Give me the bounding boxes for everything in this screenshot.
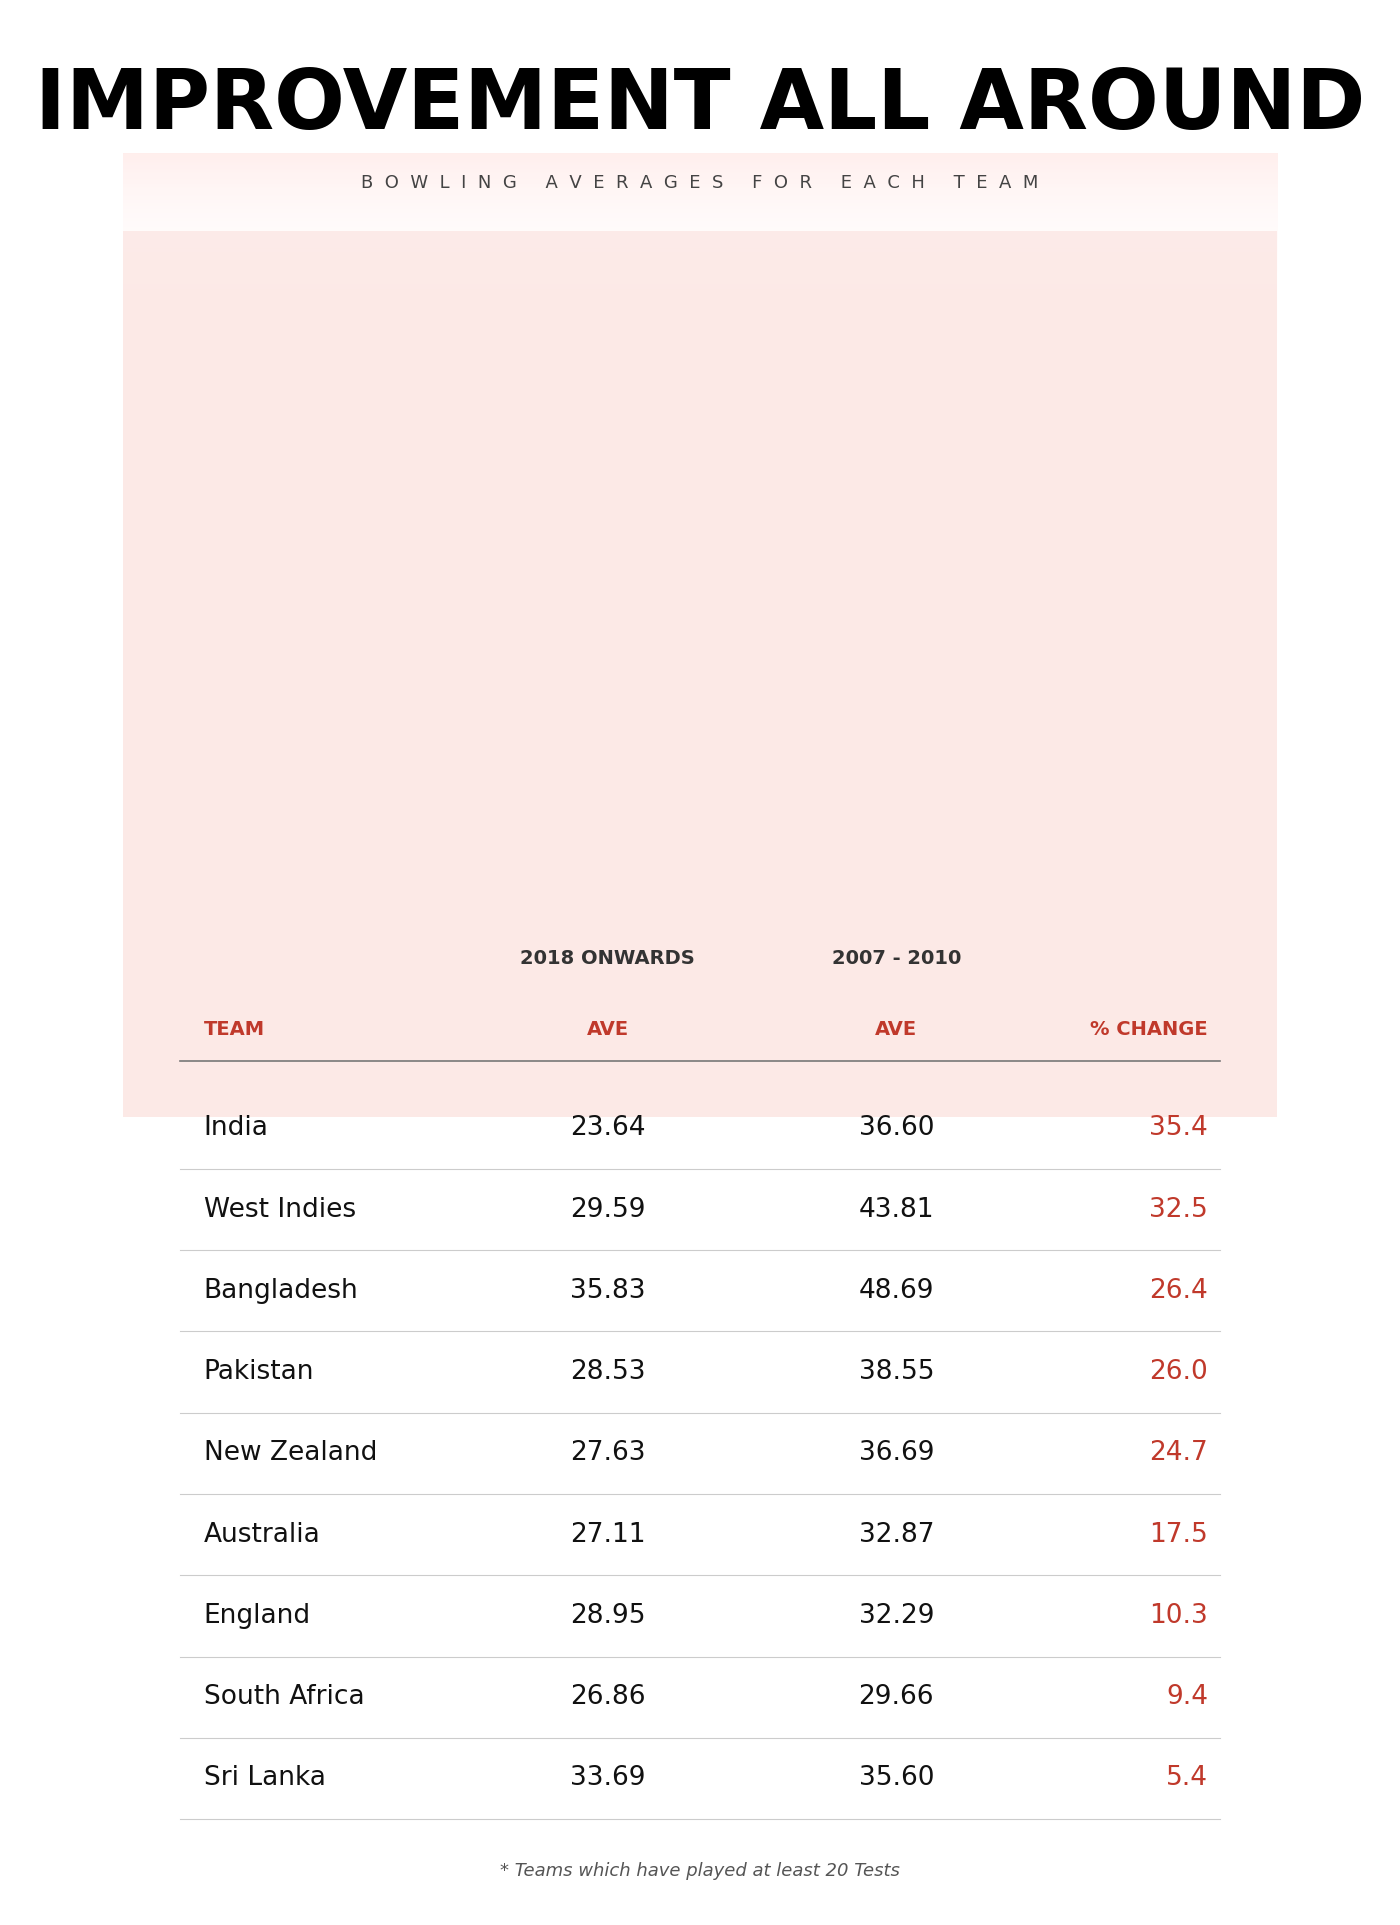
Text: 35.83: 35.83	[570, 1278, 645, 1303]
Text: 2018 ONWARDS: 2018 ONWARDS	[521, 949, 694, 968]
Text: 32.87: 32.87	[858, 1521, 934, 1548]
Text: * Teams which have played at least 20 Tests: * Teams which have played at least 20 Te…	[500, 1861, 900, 1881]
Text: Australia: Australia	[203, 1521, 321, 1548]
Text: B  O  W  L  I  N  G     A  V  E  R  A  G  E  S     F  O  R     E  A  C  H     T : B O W L I N G A V E R A G E S F O R E A …	[361, 173, 1039, 193]
Text: 48.69: 48.69	[858, 1278, 934, 1303]
Text: 27.11: 27.11	[570, 1521, 645, 1548]
Text: 32.29: 32.29	[858, 1604, 934, 1629]
Text: 27.63: 27.63	[570, 1440, 645, 1467]
Text: 29.59: 29.59	[570, 1197, 645, 1222]
Text: TEAM: TEAM	[203, 1020, 265, 1040]
Text: AVE: AVE	[875, 1020, 917, 1040]
Text: 24.7: 24.7	[1149, 1440, 1208, 1467]
Text: Bangladesh: Bangladesh	[203, 1278, 358, 1303]
Text: Pakistan: Pakistan	[203, 1359, 314, 1386]
Bar	[123, 231, 1277, 1116]
Text: 43.81: 43.81	[858, 1197, 934, 1222]
Text: 32.5: 32.5	[1149, 1197, 1208, 1222]
Text: 2007 - 2010: 2007 - 2010	[832, 949, 960, 968]
Text: 5.4: 5.4	[1166, 1765, 1208, 1792]
Text: England: England	[203, 1604, 311, 1629]
Text: 28.53: 28.53	[570, 1359, 645, 1386]
Text: India: India	[203, 1115, 269, 1142]
Text: 29.66: 29.66	[858, 1684, 934, 1709]
Text: IMPROVEMENT ALL AROUND: IMPROVEMENT ALL AROUND	[35, 65, 1365, 146]
Text: 28.95: 28.95	[570, 1604, 645, 1629]
Text: 26.86: 26.86	[570, 1684, 645, 1709]
Text: % CHANGE: % CHANGE	[1091, 1020, 1208, 1040]
Text: West Indies: West Indies	[203, 1197, 356, 1222]
Text: Sri Lanka: Sri Lanka	[203, 1765, 325, 1792]
Text: 35.4: 35.4	[1149, 1115, 1208, 1142]
Text: 36.69: 36.69	[858, 1440, 934, 1467]
Text: 17.5: 17.5	[1149, 1521, 1208, 1548]
Text: 23.64: 23.64	[570, 1115, 645, 1142]
Text: 26.4: 26.4	[1149, 1278, 1208, 1303]
Text: South Africa: South Africa	[203, 1684, 364, 1709]
Text: 33.69: 33.69	[570, 1765, 645, 1792]
Bar	[123, 0, 1277, 231]
Text: 35.60: 35.60	[858, 1765, 934, 1792]
Text: 38.55: 38.55	[858, 1359, 934, 1386]
Text: 10.3: 10.3	[1149, 1604, 1208, 1629]
Text: 9.4: 9.4	[1166, 1684, 1208, 1709]
Text: 26.0: 26.0	[1149, 1359, 1208, 1386]
Text: New Zealand: New Zealand	[203, 1440, 377, 1467]
Text: AVE: AVE	[587, 1020, 629, 1040]
Text: 36.60: 36.60	[858, 1115, 934, 1142]
